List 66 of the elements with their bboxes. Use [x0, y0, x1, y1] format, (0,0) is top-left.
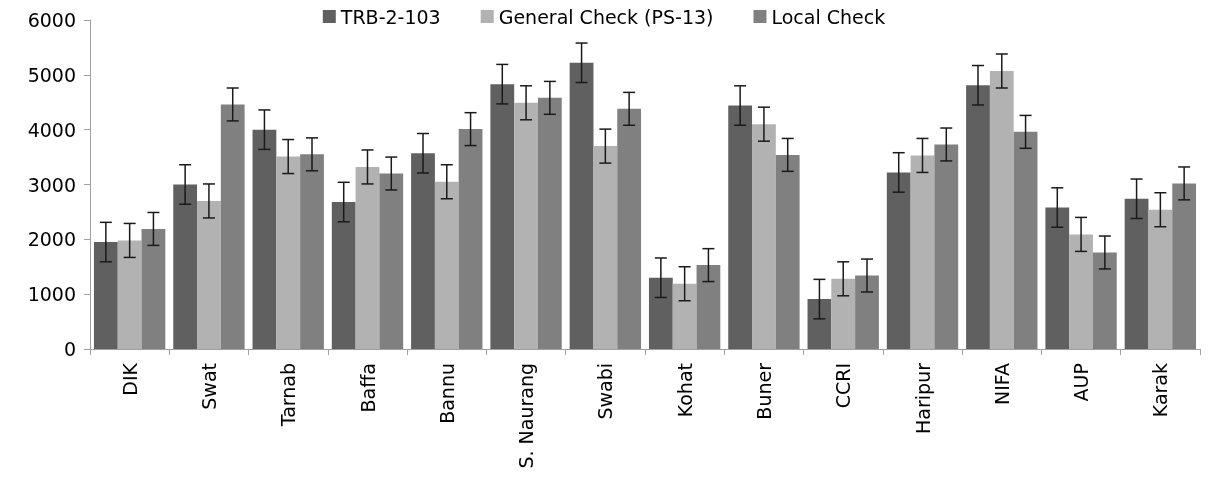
bar: [1092, 252, 1117, 349]
bar: [855, 275, 879, 349]
x-tick-label: Bannu: [435, 363, 458, 424]
bar: [458, 129, 483, 349]
bar: [1013, 131, 1038, 349]
y-tick-label: 6000: [27, 9, 76, 31]
bar: [355, 166, 380, 349]
bar: [934, 144, 959, 349]
bar: [141, 228, 166, 349]
x-tick-label: DIK: [118, 362, 141, 396]
bar: [434, 181, 459, 349]
bar: [331, 202, 356, 349]
y-tick-label: 3000: [27, 173, 76, 196]
bar: [514, 102, 538, 349]
bar: [775, 154, 800, 349]
x-tick-label: Kohat: [673, 363, 696, 418]
legend-label: Local Check: [771, 5, 886, 28]
x-tick-label: S. Naurang: [515, 363, 538, 469]
x-tick-label: Haripur: [911, 362, 934, 434]
bar: [300, 154, 324, 349]
bar: [1069, 234, 1093, 349]
bar: [173, 184, 198, 349]
y-tick-label: 4000: [27, 118, 76, 141]
legend-label: TRB-2-103: [339, 5, 441, 28]
bar: [1172, 183, 1197, 349]
bar: [1045, 207, 1070, 349]
legend-label: General Check (PS-13): [498, 5, 714, 28]
bar: [569, 62, 594, 349]
x-tick-label: Buner: [752, 362, 775, 420]
bar: [197, 200, 221, 349]
x-tick-label: NIFA: [990, 363, 1013, 405]
x-tick-label: Karak: [1149, 363, 1172, 418]
bar: [807, 299, 832, 349]
bar: [379, 173, 404, 349]
bar: [728, 105, 753, 349]
bar: [910, 155, 935, 349]
bar: [537, 97, 562, 349]
y-tick-label: 5000: [27, 63, 76, 86]
bar: [648, 277, 673, 349]
bar: [1148, 209, 1173, 349]
y-tick-label: 0: [63, 338, 76, 360]
bar: [752, 124, 776, 349]
y-tick-label: 1000: [27, 283, 76, 306]
x-tick-label: Swabi: [594, 363, 617, 420]
bar: [220, 104, 245, 349]
bar: [276, 156, 301, 349]
x-tick-label: Swat: [197, 363, 220, 410]
x-tick-label: CCRI: [832, 363, 855, 409]
x-tick-label: Tarnab: [277, 363, 300, 428]
bar: [411, 153, 435, 349]
bar: [252, 129, 277, 349]
y-tick-label: 2000: [27, 228, 76, 251]
bar: [989, 71, 1014, 349]
bar: [617, 108, 642, 349]
bar: [672, 283, 697, 349]
bar: [696, 265, 721, 349]
bar: [490, 84, 515, 349]
bar: [1124, 198, 1149, 349]
bar: [93, 242, 118, 349]
bar: [831, 278, 856, 349]
bar: [886, 172, 911, 349]
x-tick-label: AUP: [1070, 363, 1093, 402]
x-tick-label: Baffa: [356, 363, 379, 413]
bar: [593, 146, 618, 349]
bar: [117, 240, 142, 349]
bar: [966, 85, 990, 349]
